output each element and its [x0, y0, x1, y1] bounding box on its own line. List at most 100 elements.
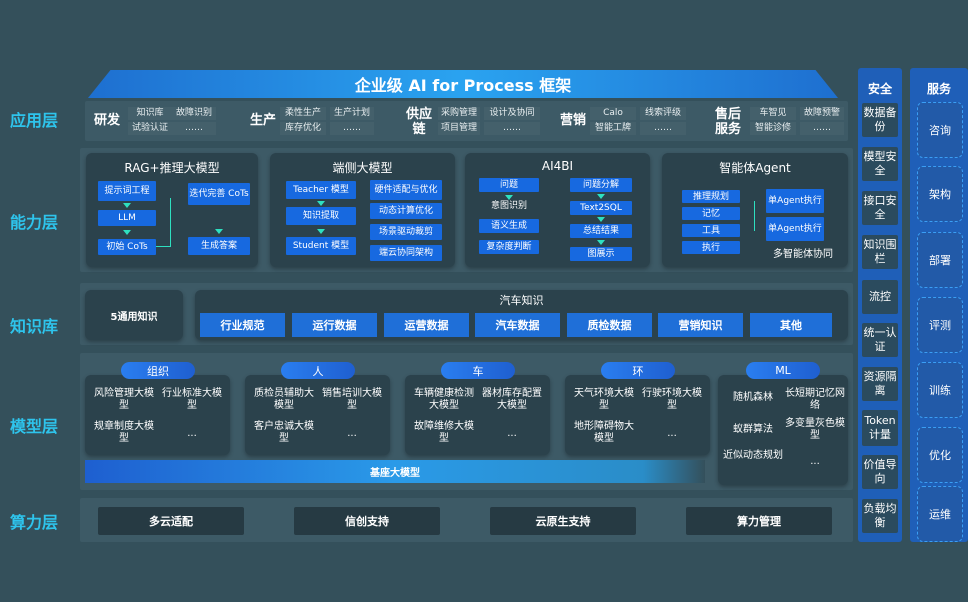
agent-item: 推理规划	[682, 190, 740, 203]
complexity-box: 复杂度判断	[479, 240, 539, 254]
edge-model-panel: 端侧大模型 Teacher 模型 知识提取 Student 模型 硬件适配与优化…	[270, 153, 455, 267]
edge-title: 端侧大模型	[332, 161, 393, 175]
compute-item[interactable]: 多云适配	[98, 507, 244, 535]
arrow-down-icon	[317, 201, 325, 206]
app-item[interactable]: 试验认证	[128, 122, 172, 135]
model-item: 随机森林	[733, 392, 773, 403]
security-item[interactable]: Token计量	[862, 410, 898, 446]
agent-item: 工具	[682, 224, 740, 237]
security-item[interactable]: 接口安全	[862, 191, 898, 225]
text2sql-box: Text2SQL	[570, 201, 632, 215]
compute-item[interactable]: 云原生支持	[490, 507, 636, 535]
service-item[interactable]: 评测	[917, 297, 963, 353]
knowledge-item[interactable]: 营销知识	[658, 313, 743, 337]
ai4bi-panel: AI4BI 问题 意图识别 语义生成 复杂度判断 问题分解 Text2SQL 总…	[465, 153, 650, 267]
app-item[interactable]: ……	[330, 122, 374, 135]
model-item: 多变量灰色模型	[785, 418, 845, 441]
service-item[interactable]: 架构	[917, 166, 963, 222]
app-item[interactable]: 故障识别	[172, 107, 216, 120]
app-item[interactable]: 生产计划	[330, 107, 374, 120]
app-item[interactable]: ……	[172, 122, 216, 135]
connector-line	[156, 246, 170, 247]
arrow-down-icon	[505, 195, 513, 200]
distill-box: 知识提取	[286, 207, 356, 225]
agent-panel: 智能体Agent 推理规划 记忆 工具 执行 单Agent执行 单Agent执行…	[662, 153, 848, 267]
app-item[interactable]: 柔性生产	[280, 107, 326, 120]
service-item[interactable]: 运维	[917, 486, 963, 542]
security-item[interactable]: 模型安全	[862, 147, 898, 181]
init-cots-box: 初始 CoTs	[98, 239, 156, 255]
security-item[interactable]: 数据备份	[862, 103, 898, 137]
knowledge-item[interactable]: 其他	[750, 313, 832, 337]
app-item[interactable]: ……	[640, 122, 686, 135]
compute-item[interactable]: 算力管理	[686, 507, 832, 535]
app-item[interactable]: 智能工牌	[590, 122, 636, 135]
model-panel	[85, 375, 230, 455]
arrow-down-icon	[123, 230, 131, 235]
single-agent-box: 单Agent执行	[766, 217, 824, 241]
knowledge-item[interactable]: 汽车数据	[475, 313, 560, 337]
rag-panel: RAG+推理大模型 提示词工程 LLM 初始 CoTs 迭代完善 CoTs 生成…	[86, 153, 258, 267]
app-item[interactable]: 设计及协同	[484, 107, 540, 120]
model-item: 车辆健康检测大模型	[414, 388, 474, 411]
knowledge-item[interactable]: 质检数据	[567, 313, 652, 337]
edge-item: 场景驱动裁剪	[370, 224, 442, 240]
app-item[interactable]: 项目管理	[438, 122, 480, 135]
multi-agent-label: 多智能体协同	[773, 249, 833, 260]
model-item: ...	[667, 428, 677, 439]
app-item[interactable]: 知识库	[128, 107, 172, 120]
service-item[interactable]: 咨询	[917, 102, 963, 158]
row-label-compute: 算力层	[10, 513, 59, 532]
app-group-label: 研发	[93, 113, 120, 128]
model-tag: 环	[601, 362, 675, 379]
model-item: 客户忠诚大模型	[254, 421, 314, 444]
service-item[interactable]: 部署	[917, 232, 963, 288]
chart-display-box: 图展示	[570, 247, 632, 261]
iterate-cots-box: 迭代完善 CoTs	[188, 183, 250, 205]
auto-knowledge-title: 汽车知识	[499, 294, 544, 307]
service-item[interactable]: 优化	[917, 427, 963, 483]
model-item: 行驶环境大模型	[642, 388, 702, 411]
app-item[interactable]: Calo	[590, 107, 636, 120]
security-item[interactable]: 统一认证	[862, 323, 898, 357]
app-item[interactable]: 智能诊修	[750, 122, 796, 135]
app-item[interactable]: 故障预警	[800, 107, 844, 120]
compute-item[interactable]: 信创支持	[294, 507, 440, 535]
model-item: 销售培训大模型	[322, 388, 382, 411]
model-tag: 人	[281, 362, 355, 379]
security-item[interactable]: 价值导向	[862, 455, 898, 489]
arrow-down-icon	[215, 229, 223, 234]
model-item: 长短期记忆网络	[785, 388, 845, 411]
app-item[interactable]: ……	[800, 122, 844, 135]
agent-title: 智能体Agent	[719, 161, 791, 175]
security-item[interactable]: 流控	[862, 280, 898, 314]
service-item[interactable]: 训练	[917, 362, 963, 418]
knowledge-item[interactable]: 运行数据	[292, 313, 377, 337]
app-item[interactable]: ……	[484, 122, 540, 135]
app-item[interactable]: 库存优化	[280, 122, 326, 135]
app-group-label: 生产	[249, 113, 276, 128]
model-item: 风险管理大模型	[94, 388, 154, 411]
model-item: 器材库存配置大模型	[482, 388, 542, 411]
knowledge-item[interactable]: 行业规范	[200, 313, 285, 337]
model-item: 近似动态规划	[723, 450, 783, 461]
model-tag: ML	[746, 362, 820, 379]
intent-label: 意图识别	[490, 201, 527, 211]
row-label-capability: 能力层	[10, 213, 59, 232]
agent-item: 执行	[682, 241, 740, 254]
model-panel	[718, 375, 848, 485]
security-item[interactable]: 资源隔离	[862, 367, 898, 401]
security-item[interactable]: 负载均衡	[862, 499, 898, 533]
model-item: 蚁群算法	[733, 424, 773, 435]
arrow-down-icon	[597, 217, 605, 222]
knowledge-item[interactable]: 运营数据	[384, 313, 469, 337]
model-item: 行业标准大模型	[162, 388, 222, 411]
arrow-down-icon	[597, 194, 605, 199]
app-item[interactable]: 线索评级	[640, 107, 686, 120]
app-item[interactable]: 采购管理	[438, 107, 480, 120]
model-panel	[405, 375, 550, 455]
model-item: ...	[347, 428, 357, 439]
general-knowledge-box: 5通用知识	[85, 290, 183, 340]
security-item[interactable]: 知识围栏	[862, 235, 898, 269]
app-item[interactable]: 车智见	[750, 107, 796, 120]
